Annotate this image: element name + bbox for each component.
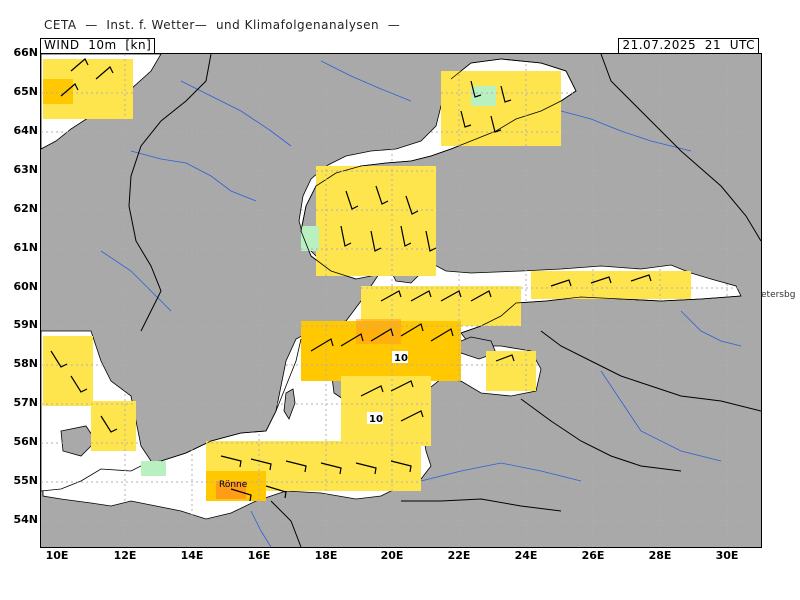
institute-title: CETA — Inst. f. Wetter— und Klimafolgena… xyxy=(44,18,401,32)
lat-label-61n: 61N xyxy=(13,241,38,254)
contour-label-10-north: 10 xyxy=(394,353,408,364)
wind-map: 10 10 Rönne xyxy=(40,53,762,548)
wind-barbs xyxy=(50,58,652,502)
variable-label: WIND 10m [kn] xyxy=(40,38,156,54)
wind-zone-belts xyxy=(91,401,136,451)
wind-zone-south xyxy=(341,376,431,446)
lon-label-28e: 28E xyxy=(648,549,672,562)
wind-zone-bothnian-sea xyxy=(316,166,436,276)
contour-label-10-south: 10 xyxy=(369,414,383,425)
lat-label-63n: 63N xyxy=(13,163,38,176)
wind-zone-kattegat xyxy=(43,336,93,406)
lon-label-12e: 12E xyxy=(113,549,137,562)
lon-label-30e: 30E xyxy=(715,549,739,562)
lat-label-60n: 60N xyxy=(13,280,38,293)
wind-zone-bornholm-peak xyxy=(216,481,246,499)
country-borders xyxy=(128,54,761,547)
wind-zone-bothnian-bay xyxy=(441,71,561,146)
oland-island xyxy=(283,388,296,420)
wind-zone-gulf-of-riga xyxy=(486,351,536,391)
lon-label-24e: 24E xyxy=(514,549,538,562)
zealand-island xyxy=(60,425,97,457)
contour-label-bg xyxy=(367,412,383,424)
wind-zone-gulf-of-finland xyxy=(531,271,691,299)
contour-labels: 10 10 xyxy=(367,351,408,425)
light-wind-zone xyxy=(141,461,166,476)
lon-label-10e: 10E xyxy=(45,549,69,562)
rivers xyxy=(100,60,742,547)
map-canvas: 10 10 Rönne xyxy=(41,54,761,547)
datetime-label: 21.07.2025 21 UTC xyxy=(618,38,759,54)
lat-label-65n: 65N xyxy=(13,85,38,98)
lat-label-57n: 57N xyxy=(13,396,38,409)
lon-label-16e: 16E xyxy=(247,549,271,562)
lat-label-54n: 54N xyxy=(13,513,38,526)
wind-zone-norway-strong xyxy=(43,79,73,104)
coastline xyxy=(160,58,742,462)
lat-label-64n: 64N xyxy=(13,124,38,137)
lat-label-66n: 66N xyxy=(13,46,38,59)
lat-lon-grid xyxy=(41,54,761,547)
lon-label-14e: 14E xyxy=(180,549,204,562)
lon-label-18e: 18E xyxy=(314,549,338,562)
contour-label-bg xyxy=(392,351,408,363)
lat-label-59n: 59N xyxy=(13,318,38,331)
place-label-ronne: Rönne xyxy=(219,480,248,490)
place-label-petersburg: etersbg xyxy=(761,290,796,300)
wind-shading xyxy=(43,59,691,501)
light-wind-zone xyxy=(301,226,319,251)
lat-label-58n: 58N xyxy=(13,357,38,370)
lat-label-62n: 62N xyxy=(13,202,38,215)
lon-label-20e: 20E xyxy=(380,549,404,562)
lon-label-22e: 22E xyxy=(447,549,471,562)
light-wind-zone xyxy=(471,86,496,106)
lat-label-55n: 55N xyxy=(13,474,38,487)
lat-label-56n: 56N xyxy=(13,435,38,448)
lon-label-26e: 26E xyxy=(581,549,605,562)
wind-zone-peak xyxy=(356,319,401,344)
